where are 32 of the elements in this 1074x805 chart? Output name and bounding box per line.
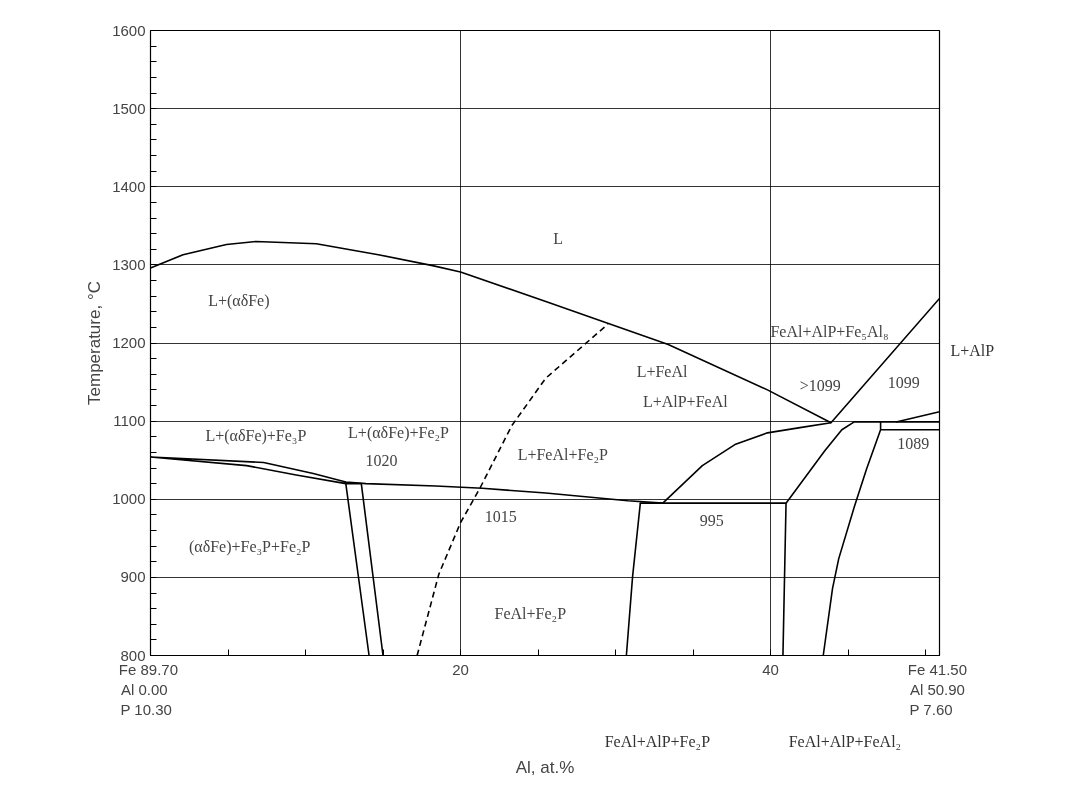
annotation: L+(αδFe)+Fe₂P [348, 423, 450, 442]
x-tick-label: 40 [762, 660, 779, 678]
annotation: 995 [699, 511, 724, 529]
y-tick-label: 900 [120, 568, 146, 586]
annotation: 1015 [484, 507, 517, 525]
annotation: FeAl+Fe₂P [494, 604, 567, 622]
annotation: 1099 [887, 374, 920, 392]
annotation: 1020 [365, 452, 398, 470]
y-tick-label: 1300 [112, 255, 146, 273]
annotation: L+(αδFe) [208, 291, 270, 310]
annotation: (αδFe)+Fe₃P+Fe₂P [188, 537, 311, 556]
annotation: L [553, 229, 564, 247]
annotation: 1089 [897, 434, 930, 452]
y-axis-title: Temperature, °C [85, 281, 105, 405]
annotation: FeAl+AlP+Fe₅Al₈ [770, 322, 889, 340]
y-tick-label: 1600 [112, 21, 146, 39]
annotation: L+AlP+FeAl [642, 393, 729, 411]
x-tick-label: 20 [452, 660, 469, 678]
text: FeAl+AlP+Fe₂P [604, 732, 711, 750]
annotation: L+FeAl [636, 362, 688, 380]
text: FeAl+AlP+FeAl₂ [788, 732, 902, 750]
annotation: L+FeAl+Fe₂P [517, 446, 609, 464]
y-tick-label: 1000 [112, 490, 146, 508]
text: L+AlP [950, 342, 995, 360]
y-tick-label: 1100 [113, 412, 146, 430]
y-tick-label: 1400 [112, 177, 146, 195]
y-tick-label: 1500 [112, 99, 146, 117]
x-tick-label: Fe 41.50 Al 50.90 P 7.60 [907, 660, 968, 719]
annotation: >1099 [799, 376, 841, 394]
x-axis-title: Al, at.% [515, 757, 575, 777]
annotation: L+(αδFe)+Fe₃P [205, 426, 307, 445]
y-tick-label: 1200 [112, 334, 146, 351]
